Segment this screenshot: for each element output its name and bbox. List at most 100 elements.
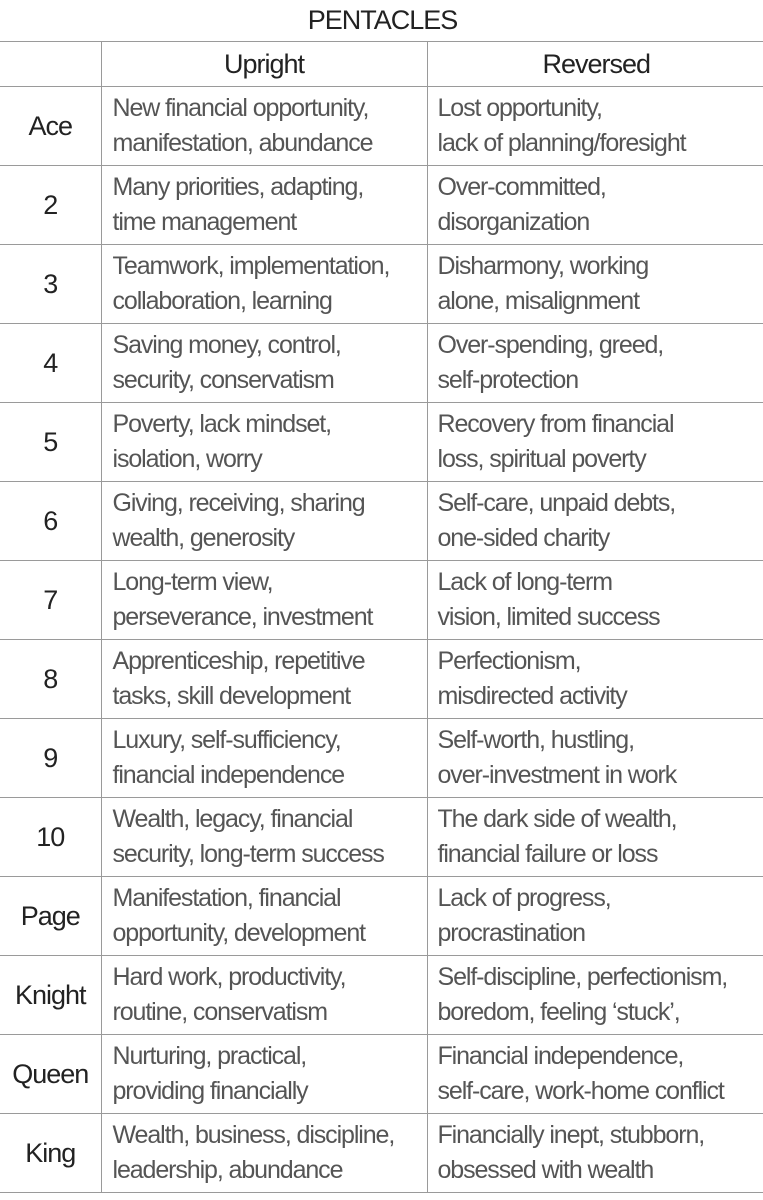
card-rank: King: [0, 1113, 102, 1193]
upright-line: leadership, abundance: [112, 1156, 344, 1184]
card-rank: 8: [0, 639, 102, 719]
upright-meaning: Wealth, legacy, financial security, long-…: [100, 797, 428, 877]
upright-line: tasks, skill development: [112, 682, 352, 710]
reversed-meaning: Perfectionism, misdirected activity: [426, 639, 763, 719]
upright-meaning: Long-term view, perseverance, investment: [100, 560, 428, 640]
table-row: 7 Long-term view, perseverance, investment…: [0, 560, 763, 640]
reversed-meaning: Self-discipline, perfectionism, boredom, …: [426, 955, 763, 1035]
reversed-line: Over-committed,: [437, 173, 607, 201]
upright-line: security, conservatism: [112, 366, 335, 394]
upright-line: time management: [112, 208, 298, 236]
upright-line: New financial opportunity,: [112, 94, 370, 122]
reversed-meaning: Self-worth, hustling, over-investment in …: [426, 718, 763, 798]
upright-line: Poverty, lack mindset,: [112, 410, 333, 438]
upright-line: Hard work, productivity,: [112, 963, 347, 991]
reversed-meaning: Lost opportunity, lack of planning/foresi…: [426, 86, 763, 166]
reversed-line: Self-discipline, perfectionism,: [437, 963, 729, 991]
card-rank: 5: [0, 402, 102, 482]
upright-meaning: Wealth, business, discipline, leadership,…: [100, 1113, 428, 1193]
card-rank: 2: [0, 165, 102, 245]
table-row: King Wealth, business, discipline, leaders…: [0, 1113, 763, 1193]
reversed-meaning: The dark side of wealth, financial failur…: [426, 797, 763, 877]
reversed-line: Lack of long-term: [437, 568, 614, 596]
card-rank: 7: [0, 560, 102, 640]
reversed-meaning: Financial independence, self-care, work-h…: [426, 1034, 763, 1114]
title-row: PENTACLES: [0, 0, 763, 42]
upright-line: providing financially: [112, 1077, 309, 1105]
upright-meaning: Nurturing, practical, providing financial…: [100, 1034, 428, 1114]
upright-line: isolation, worry: [112, 445, 263, 473]
card-rank: Knight: [0, 955, 102, 1035]
upright-line: collaboration, learning: [112, 287, 333, 315]
upright-meaning: Manifestation, financial opportunity, dev…: [100, 876, 428, 956]
header-blank: [0, 41, 102, 87]
reversed-meaning: Recovery from financial loss, spiritual p…: [426, 402, 763, 482]
upright-line: Nurturing, practical,: [112, 1042, 308, 1070]
upright-meaning: Luxury, self-sufficiency, financial indep…: [100, 718, 428, 798]
upright-line: opportunity, development: [112, 919, 367, 947]
table-row: Queen Nurturing, practical, providing fina…: [0, 1034, 763, 1114]
upright-meaning: Saving money, control, security, conserva…: [100, 323, 428, 403]
table-row: 10 Wealth, legacy, financial security, lon…: [0, 797, 763, 877]
card-rank: Queen: [0, 1034, 102, 1114]
reversed-line: procrastination: [437, 919, 587, 947]
table-row: 9 Luxury, self-sufficiency, financial inde…: [0, 718, 763, 798]
upright-line: perseverance, investment: [112, 603, 374, 631]
table-row: 4 Saving money, control, security, conserv…: [0, 323, 763, 403]
upright-line: Wealth, legacy, financial: [112, 805, 354, 833]
upright-line: Long-term view,: [112, 568, 274, 596]
reversed-line: self-protection: [437, 366, 580, 394]
upright-meaning: Teamwork, implementation, collaboration, …: [100, 244, 428, 324]
reversed-meaning: Lack of progress, procrastination: [426, 876, 763, 956]
upright-meaning: Giving, receiving, sharing wealth, genero…: [100, 481, 428, 561]
upright-line: financial independence: [112, 761, 346, 789]
reversed-line: self-care, work-home conflict: [437, 1077, 725, 1105]
table-row: 6 Giving, receiving, sharing wealth, gener…: [0, 481, 763, 561]
upright-meaning: Hard work, productivity, routine, conserv…: [100, 955, 428, 1035]
upright-line: Luxury, self-sufficiency,: [112, 726, 342, 754]
upright-line: Manifestation, financial: [112, 884, 342, 912]
reversed-line: vision, limited success: [437, 603, 661, 631]
card-rank: Page: [0, 876, 102, 956]
table-row: 8 Apprenticeship, repetitive tasks, skill …: [0, 639, 763, 719]
reversed-line: Lack of progress,: [437, 884, 612, 912]
upright-meaning: Poverty, lack mindset, isolation, worry: [100, 402, 428, 482]
table-row: 2 Many priorities, adapting, time manageme…: [0, 165, 763, 245]
upright-line: Many priorities, adapting,: [112, 173, 365, 201]
header-row: Upright Reversed: [0, 41, 763, 87]
reversed-line: Disharmony, working: [437, 252, 650, 280]
reversed-line: one-sided charity: [437, 524, 611, 552]
upright-line: Wealth, business, discipline,: [112, 1121, 396, 1149]
upright-meaning: New financial opportunity, manifestation,…: [100, 86, 428, 166]
table-title: PENTACLES: [0, 0, 763, 42]
upright-line: Giving, receiving, sharing: [112, 489, 366, 517]
reversed-line: disorganization: [437, 208, 591, 236]
reversed-line: Perfectionism,: [437, 647, 582, 675]
card-rank: 9: [0, 718, 102, 798]
upright-meaning: Apprenticeship, repetitive tasks, skill d…: [100, 639, 428, 719]
card-rank: 10: [0, 797, 102, 877]
table-row: Page Manifestation, financial opportunity,…: [0, 876, 763, 956]
upright-line: manifestation, abundance: [112, 129, 374, 157]
reversed-line: The dark side of wealth,: [437, 805, 678, 833]
reversed-line: financial failure or loss: [437, 840, 659, 868]
reversed-line: Self-worth, hustling,: [437, 726, 636, 754]
reversed-meaning: Disharmony, working alone, misalignment: [426, 244, 763, 324]
card-rank: Ace: [0, 86, 102, 166]
reversed-line: boredom, feeling ‘stuck’,: [437, 998, 681, 1026]
reversed-line: misdirected activity: [437, 682, 628, 710]
reversed-meaning: Financially inept, stubborn, obsessed wit…: [426, 1113, 763, 1193]
table-row: Ace New financial opportunity, manifestati…: [0, 86, 763, 166]
reversed-line: alone, misalignment: [437, 287, 641, 315]
header-reversed: Reversed: [426, 41, 763, 87]
reversed-meaning: Self-care, unpaid debts, one-sided charit…: [426, 481, 763, 561]
reversed-meaning: Over-committed, disorganization: [426, 165, 763, 245]
reversed-line: Self-care, unpaid debts,: [437, 489, 677, 517]
reversed-line: Financial independence,: [437, 1042, 685, 1070]
upright-line: Teamwork, implementation,: [112, 252, 391, 280]
table-row: 3 Teamwork, implementation, collaboration,…: [0, 244, 763, 324]
upright-line: Saving money, control,: [112, 331, 342, 359]
reversed-line: Lost opportunity,: [437, 94, 603, 122]
upright-line: routine, conservatism: [112, 998, 329, 1026]
